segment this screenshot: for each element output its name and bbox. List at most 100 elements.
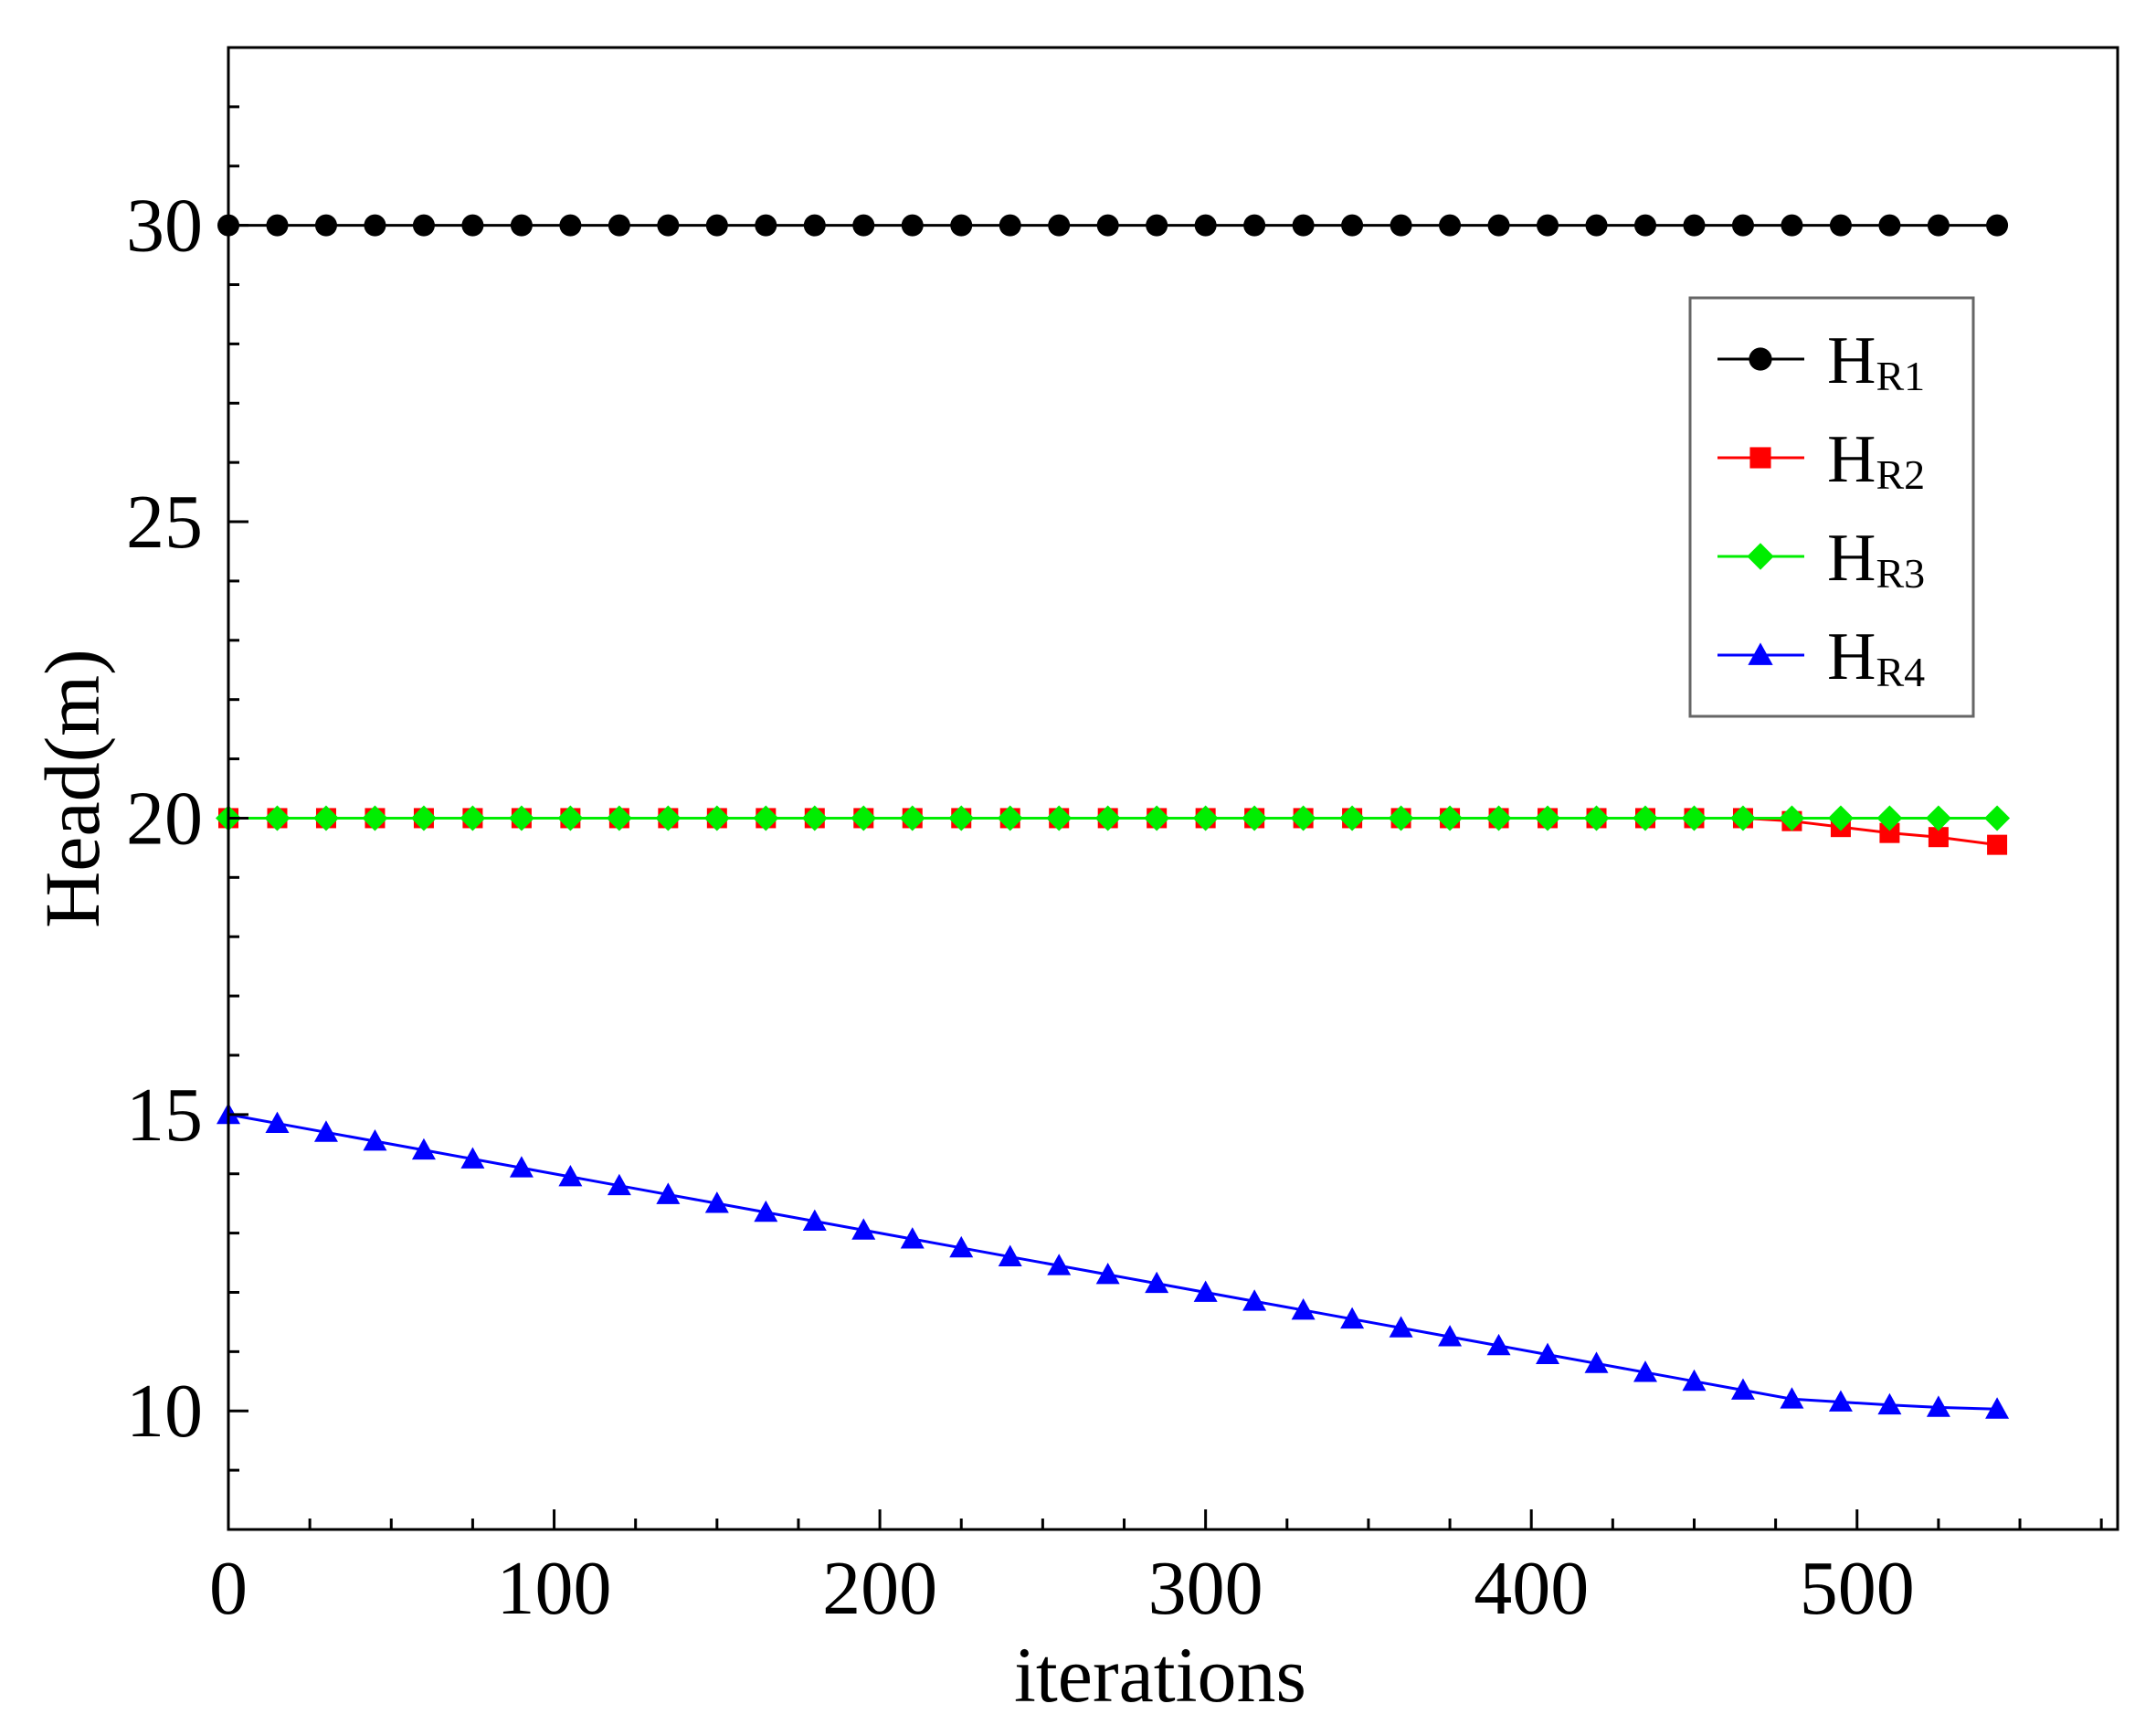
data-point-R4-8 <box>607 1173 631 1196</box>
data-point-R4-3 <box>363 1129 387 1151</box>
data-point-R4-4 <box>411 1138 436 1160</box>
data-point-R3-28 <box>1583 805 1610 831</box>
data-point-R3-30 <box>1681 805 1707 831</box>
data-point-R4-25 <box>1438 1325 1463 1347</box>
data-point-R1-28 <box>1585 214 1608 237</box>
data-point-R1-10 <box>705 214 728 237</box>
data-point-R1-36 <box>1986 214 2009 237</box>
data-point-R1-7 <box>559 214 582 237</box>
x-tick-label-500: 500 <box>1800 1546 1915 1631</box>
legend-marker-R2 <box>1749 447 1771 469</box>
data-point-R2-34 <box>1879 822 1900 843</box>
data-point-R3-27 <box>1535 805 1561 831</box>
data-point-R1-18 <box>1096 214 1119 237</box>
data-point-R2-36 <box>1987 834 2008 855</box>
data-point-R4-10 <box>704 1191 729 1213</box>
data-point-R1-26 <box>1487 214 1510 237</box>
data-point-R3-7 <box>557 805 584 831</box>
data-point-R3-8 <box>606 805 632 831</box>
data-point-R4-6 <box>509 1156 534 1178</box>
data-point-R1-30 <box>1683 214 1706 237</box>
data-point-R1-5 <box>461 214 484 237</box>
data-point-R3-36 <box>1984 805 2011 831</box>
data-point-R1-32 <box>1781 214 1803 237</box>
data-point-R1-4 <box>412 214 435 237</box>
series-HR4 <box>217 1102 2010 1419</box>
data-point-R4-19 <box>1145 1271 1169 1294</box>
legend-box <box>1688 296 1975 718</box>
data-point-R1-2 <box>314 214 337 237</box>
data-point-R3-31 <box>1729 805 1756 831</box>
data-point-R3-2 <box>312 805 339 831</box>
data-point-R3-25 <box>1437 805 1464 831</box>
data-point-R1-8 <box>608 214 630 237</box>
data-point-R3-15 <box>948 805 975 831</box>
data-point-R1-3 <box>364 214 386 237</box>
data-point-R3-9 <box>655 805 682 831</box>
data-point-R3-11 <box>753 805 779 831</box>
data-point-R4-36 <box>1985 1397 2010 1419</box>
data-point-R1-23 <box>1341 214 1364 237</box>
data-point-R4-21 <box>1242 1289 1267 1311</box>
y-tick-label-30: 30 <box>126 184 203 269</box>
data-point-R4-29 <box>1633 1360 1657 1382</box>
tick-layer: 0 100 200 300 400 500 10 15 20 25 30 <box>126 46 2103 1631</box>
data-point-R3-21 <box>1242 805 1268 831</box>
y-tick-label-10: 10 <box>126 1369 203 1454</box>
data-point-R1-11 <box>755 214 777 237</box>
data-point-R1-6 <box>510 214 533 237</box>
x-tick-label-300: 300 <box>1148 1546 1263 1631</box>
data-point-R4-17 <box>1047 1254 1072 1275</box>
x-tick-label-0: 0 <box>209 1546 248 1631</box>
data-point-R4-32 <box>1780 1387 1804 1409</box>
data-point-R3-1 <box>264 805 291 831</box>
data-point-R1-9 <box>657 214 680 237</box>
data-point-R1-22 <box>1292 214 1315 237</box>
data-point-R3-5 <box>460 805 486 831</box>
data-point-R4-34 <box>1877 1392 1902 1415</box>
x-tick-label-200: 200 <box>822 1546 937 1631</box>
x-axis-title: iterations <box>1014 1631 1306 1719</box>
data-point-R1-12 <box>803 214 826 237</box>
data-point-R4-28 <box>1584 1351 1609 1373</box>
data-point-R4-30 <box>1682 1369 1707 1392</box>
data-point-R3-33 <box>1827 805 1854 831</box>
data-point-R4-23 <box>1340 1307 1365 1329</box>
data-point-R1-14 <box>901 214 924 237</box>
data-point-R3-19 <box>1144 805 1170 831</box>
data-point-R1-20 <box>1194 214 1217 237</box>
legend-marker-R1 <box>1749 347 1772 371</box>
data-point-R3-3 <box>362 805 388 831</box>
data-point-R3-12 <box>801 805 828 831</box>
data-point-R4-1 <box>265 1111 290 1133</box>
data-point-R3-14 <box>899 805 925 831</box>
data-point-R4-16 <box>998 1244 1022 1266</box>
data-point-R4-5 <box>460 1147 485 1169</box>
data-point-R4-22 <box>1291 1297 1316 1320</box>
data-point-R1-29 <box>1634 214 1656 237</box>
data-point-R3-29 <box>1633 805 1658 831</box>
data-point-R4-20 <box>1193 1280 1218 1302</box>
data-point-R3-20 <box>1192 805 1219 831</box>
data-point-R3-10 <box>703 805 730 831</box>
data-point-R1-1 <box>266 214 289 237</box>
data-point-R1-27 <box>1537 214 1559 237</box>
data-point-R4-2 <box>313 1120 338 1142</box>
data-point-R2-35 <box>1928 827 1949 848</box>
data-point-R1-33 <box>1829 214 1852 237</box>
series-layer <box>216 214 2011 1419</box>
data-point-R1-35 <box>1927 214 1950 237</box>
data-point-R3-32 <box>1779 805 1805 831</box>
data-point-R1-24 <box>1390 214 1412 237</box>
data-point-R4-33 <box>1828 1390 1853 1412</box>
data-point-R1-19 <box>1146 214 1168 237</box>
data-point-R1-34 <box>1878 214 1901 237</box>
y-tick-label-15: 15 <box>126 1073 203 1158</box>
data-point-R3-18 <box>1094 805 1121 831</box>
plot-frame <box>227 46 2119 1531</box>
data-point-R3-26 <box>1485 805 1512 831</box>
legend-marker-R4 <box>1748 642 1773 665</box>
